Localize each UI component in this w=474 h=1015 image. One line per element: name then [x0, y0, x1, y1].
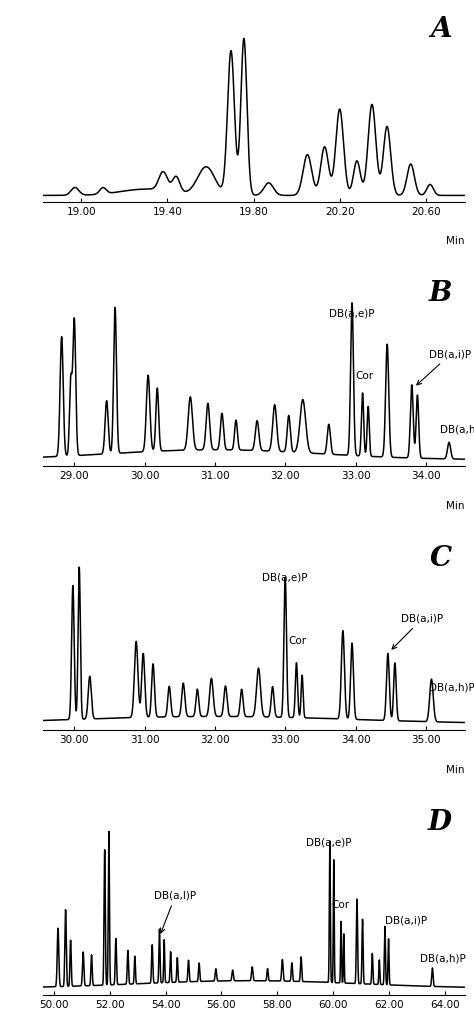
Text: Cor: Cor — [331, 900, 349, 909]
Text: DB(a,h)P: DB(a,h)P — [440, 424, 474, 434]
Text: DB(a,e)P: DB(a,e)P — [329, 309, 375, 319]
Text: DB(a,l)P: DB(a,l)P — [155, 890, 197, 933]
Text: DB(a,h)P: DB(a,h)P — [420, 953, 465, 963]
Text: Min: Min — [446, 500, 465, 511]
Text: DB(a,e)P: DB(a,e)P — [263, 572, 308, 583]
Text: D: D — [428, 809, 452, 836]
Text: DB(a,i)P: DB(a,i)P — [385, 916, 427, 926]
Text: Cor: Cor — [355, 371, 373, 382]
Text: DB(a,h)P: DB(a,h)P — [429, 683, 474, 692]
Text: DB(a,e)P: DB(a,e)P — [306, 837, 352, 848]
Text: B: B — [428, 280, 452, 308]
Text: A: A — [430, 16, 452, 43]
Text: Cor: Cor — [289, 635, 307, 646]
Text: DB(a,i)P: DB(a,i)P — [417, 349, 472, 385]
Text: DB(a,i)P: DB(a,i)P — [392, 614, 443, 649]
Text: C: C — [430, 545, 452, 571]
Text: Min: Min — [446, 236, 465, 247]
Text: Min: Min — [446, 765, 465, 774]
